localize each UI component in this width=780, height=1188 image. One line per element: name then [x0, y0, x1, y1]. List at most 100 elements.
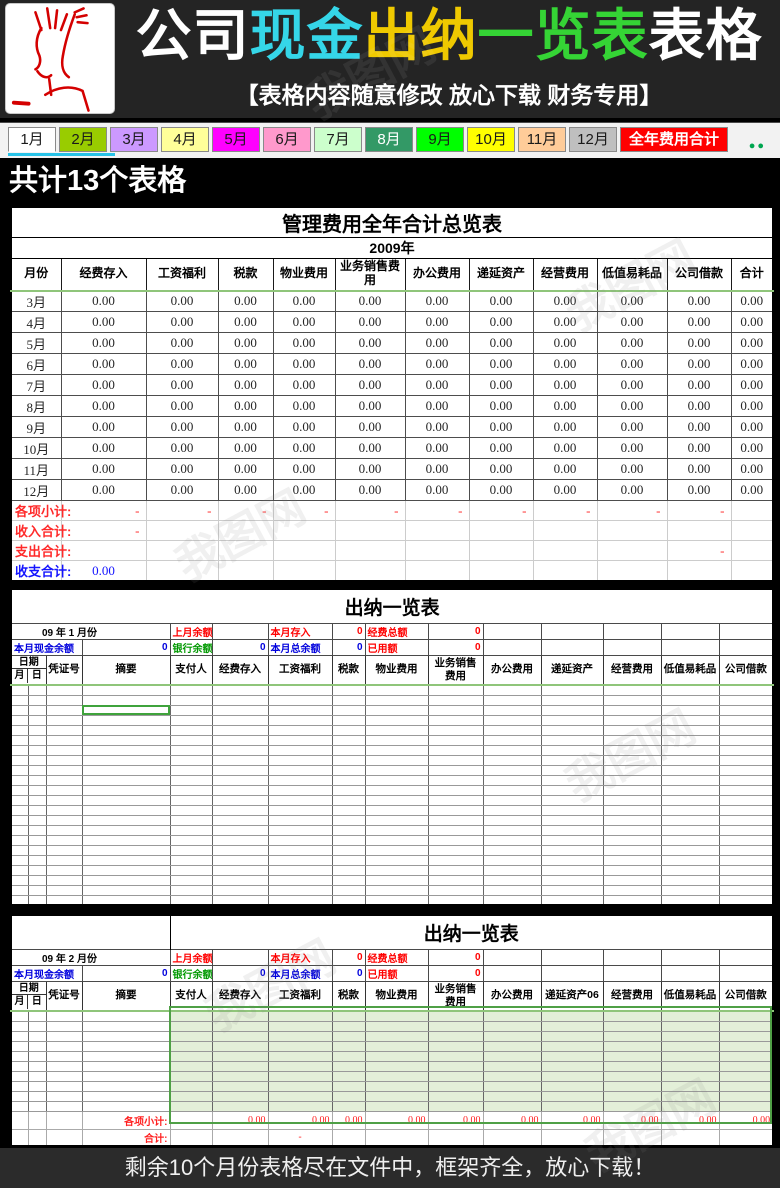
grid-cell [332, 865, 366, 876]
empty-cell [169, 1128, 213, 1146]
banner-title-segment: 一览表 [477, 4, 649, 67]
summary-value-cell [596, 520, 668, 541]
sheet-tab-5月[interactable]: 5月 [212, 127, 260, 152]
column-header: 经费存入 [211, 654, 269, 686]
grid-cell [483, 745, 542, 756]
sheet-tab-全年费用合计[interactable]: 全年费用合计 [620, 127, 728, 152]
sheet-tab-8月[interactable]: 8月 [365, 127, 413, 152]
grid-cell [661, 825, 720, 836]
value-cell: 0.00 [468, 311, 534, 333]
column-header-date: 日期月日 [10, 980, 47, 1012]
summary-value-cell [468, 520, 534, 541]
value-cell: 0.00 [217, 416, 274, 438]
grid-cell [428, 685, 484, 696]
summary-value-cell: 0.00 [60, 560, 147, 582]
value-cell: 0.00 [272, 458, 336, 480]
sheet-tab-10月[interactable]: 10月 [467, 127, 515, 152]
grid-cell [603, 1031, 662, 1042]
grid-cell [365, 1011, 429, 1022]
grid-cell [661, 685, 720, 696]
grid-cell [661, 755, 720, 766]
sheet-tab-3月[interactable]: 3月 [110, 127, 158, 152]
grid-cell [11, 825, 29, 836]
sheet-tab-9月[interactable]: 9月 [416, 127, 464, 152]
grid-cell [268, 895, 333, 906]
grid-cell [170, 775, 213, 786]
grid-cell [541, 855, 604, 866]
grid-cell [661, 1051, 720, 1062]
grid-cell [212, 895, 269, 906]
grid-cell [28, 735, 47, 746]
grid-cell [719, 685, 774, 696]
grid-cell [483, 775, 542, 786]
sheet-tab-12月[interactable]: 12月 [569, 127, 617, 152]
grid-cell [46, 785, 83, 796]
grid-cell [483, 725, 542, 736]
more-tabs-indicator[interactable]: ●● [748, 140, 766, 152]
value-cell: 0.00 [404, 416, 470, 438]
value-cell: 0.00 [532, 290, 598, 312]
grid-cell [603, 715, 662, 726]
value-cell: 0.00 [217, 311, 274, 333]
sheet-tabs: 1月 2月 3月 4月 5月 6月 7月 8月 9月 10月 11月 12月 全年费用合计 [0, 123, 780, 152]
grid-cell [212, 855, 269, 866]
value-cell: 0.00 [60, 353, 147, 375]
column-header: 工资福利 [145, 258, 219, 292]
subtotal-value-cell: 0.00 [364, 1110, 429, 1130]
grid-cell [365, 885, 429, 896]
grid-cell [428, 725, 484, 736]
grid-cell [428, 1041, 484, 1052]
value-cell: 0.00 [272, 374, 336, 396]
grid-cell [11, 815, 29, 826]
sheet-tab-2月[interactable]: 2月 [59, 127, 107, 152]
grid-cell [365, 1021, 429, 1032]
grid-cell [603, 695, 662, 706]
value-cell: 0.00 [730, 374, 774, 396]
value-cell: 0.00 [145, 290, 219, 312]
grid-cell [170, 1071, 213, 1082]
column-header: 公司借款 [666, 258, 732, 292]
grid-cell [719, 805, 774, 816]
grid-cell [603, 765, 662, 776]
grid-cell [483, 875, 542, 886]
sheet-tab-4月[interactable]: 4月 [161, 127, 209, 152]
grid-cell [170, 705, 213, 716]
empty-cell [660, 1128, 720, 1146]
grid-cell [661, 1061, 720, 1072]
value-cell: 0.00 [596, 353, 668, 375]
sheet-tab-1月[interactable]: 1月 [8, 127, 56, 152]
selected-cell[interactable] [82, 705, 171, 716]
grid-cell [28, 845, 47, 856]
sheet-tab-11月[interactable]: 11月 [518, 127, 566, 152]
grid-cell [170, 715, 213, 726]
info-label: 经费总额 [364, 948, 429, 966]
summary-value-cell: - [334, 500, 406, 521]
sheet-tab-7月[interactable]: 7月 [314, 127, 362, 152]
summary-value-cell: - [60, 520, 147, 541]
grid-cell [46, 815, 83, 826]
grid-cell [365, 1051, 429, 1062]
grid-cell [332, 735, 366, 746]
value-cell: 0.00 [532, 416, 598, 438]
grid-cell [28, 705, 47, 716]
info-label: 本月总余额 [267, 638, 333, 656]
value-cell: 0.00 [666, 395, 732, 417]
info-value: 0 [427, 622, 484, 640]
grid-cell [212, 1071, 269, 1082]
value-cell: 0.00 [217, 479, 274, 501]
grid-cell [268, 735, 333, 746]
grid-cell [212, 1041, 269, 1052]
grid-cell [365, 1081, 429, 1092]
value-cell: 0.00 [60, 416, 147, 438]
grid-cell [268, 1081, 333, 1092]
info-value: 0 [331, 638, 366, 656]
grid-cell [28, 765, 47, 776]
value-cell: 0.00 [60, 374, 147, 396]
sheet-tab-6月[interactable]: 6月 [263, 127, 311, 152]
info-label: 银行余额 [169, 638, 213, 656]
empty-cell [602, 1128, 662, 1146]
grid-cell [541, 845, 604, 856]
grid-cell [212, 1091, 269, 1102]
grid-cell [11, 1031, 29, 1042]
column-header: 递延资产06 [540, 980, 604, 1012]
